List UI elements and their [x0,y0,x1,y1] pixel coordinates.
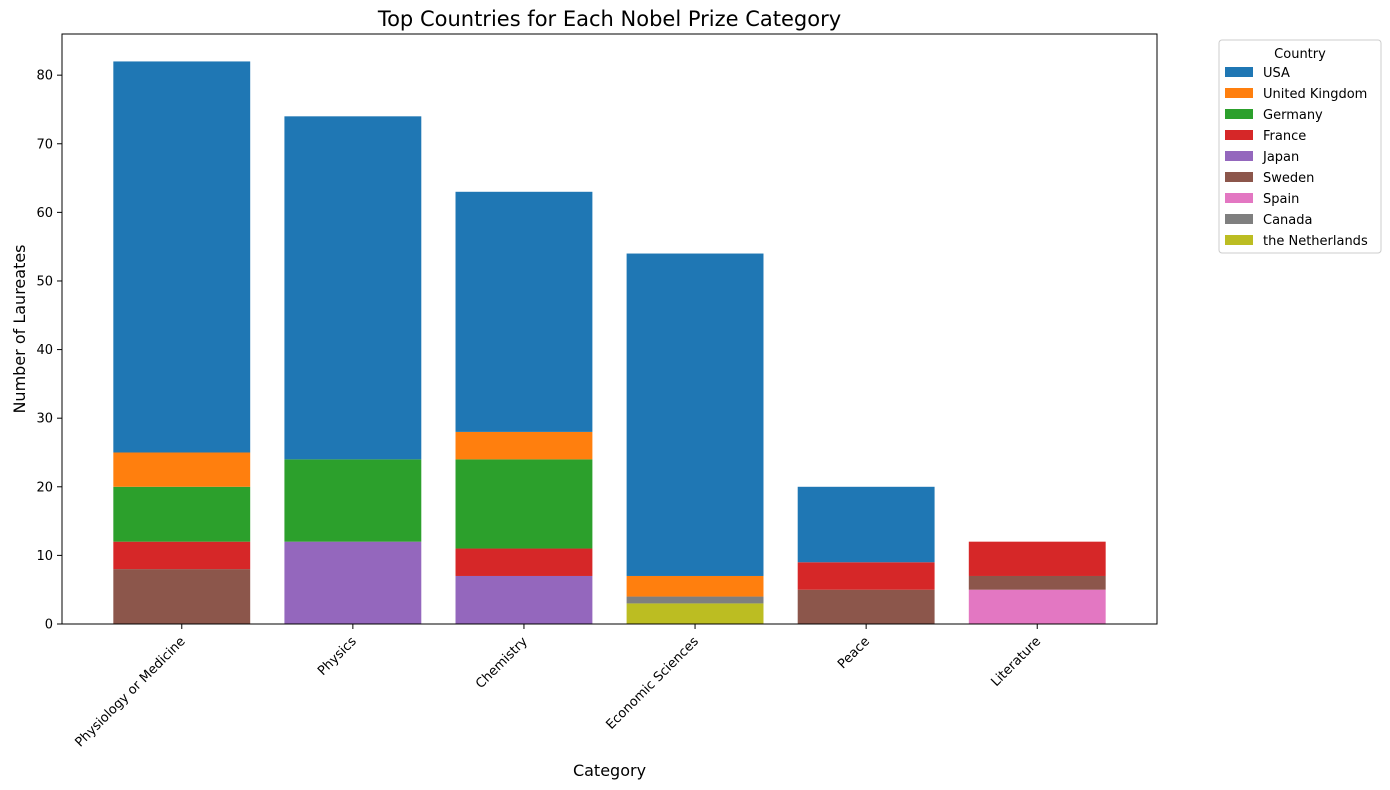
bar-sweden-literature [968,575,1106,590]
legend-title: Country [1274,47,1326,62]
bar-germany-physics [284,459,422,542]
legend-label: Germany [1263,108,1323,123]
bar-germany-physiology-or-medicine [113,486,251,542]
legend-label: Canada [1263,213,1312,228]
y-axis: 0 10 20 30 40 50 60 70 80 [36,69,62,633]
bar-japan-physics [284,541,422,624]
legend-label: Japan [1262,150,1299,165]
bar-usa-peace [797,486,935,563]
legend-label: Sweden [1263,171,1314,186]
bar-usa-chemistry [455,191,593,432]
y-tick-label: 80 [36,69,53,84]
legend-swatch [1225,67,1253,77]
x-tick-label: Chemistry [473,634,531,692]
legend-swatch [1225,88,1253,98]
plot-frame [61,33,1158,625]
legend: Country USA United Kingdom Germany France Jap… [1218,39,1382,254]
y-tick-label: 40 [36,343,53,358]
x-axis: Physiology or Medicine Physics Chemistry Ec… [72,624,1044,750]
x-tick-label: Economic Sciences [603,634,702,733]
y-tick-label: 60 [36,206,53,221]
bar-japan-chemistry [455,575,593,624]
legend-label: Spain [1263,192,1299,207]
x-tick-label: Peace [835,634,873,672]
legend-label: France [1263,129,1306,144]
y-tick-label: 0 [45,618,53,633]
legend-label: the Netherlands [1263,234,1368,249]
y-tick-label: 70 [36,137,53,152]
x-tick-label: Physics [315,634,360,679]
legend-swatch [1225,172,1253,182]
legend-swatch [1225,130,1253,140]
bar-france-literature [968,541,1106,576]
bars-layer [113,61,1106,624]
y-tick-label: 10 [36,549,53,564]
y-tick-label: 30 [36,412,53,427]
bar-the-netherlands-economic-sciences [626,603,764,624]
bar-usa-physics [284,116,422,460]
legend-swatch [1225,109,1253,119]
y-axis-title: Number of Laureates [10,244,29,413]
legend-swatch [1225,151,1253,161]
bar-spain-literature [968,589,1106,624]
bar-united-kingdom-chemistry [455,431,593,460]
x-axis-title: Category [573,761,646,780]
bar-canada-economic-sciences [626,596,764,604]
legend-swatch [1225,235,1253,245]
legend-label: USA [1263,66,1290,81]
legend-swatch [1225,214,1253,224]
bar-united-kingdom-physiology-or-medicine [113,452,251,487]
legend-box [1218,39,1382,254]
legend-swatch [1225,193,1253,203]
bar-usa-physiology-or-medicine [113,61,251,453]
bar-france-physiology-or-medicine [113,541,251,570]
legend-label: United Kingdom [1263,87,1367,102]
bar-germany-chemistry [455,459,593,549]
y-tick-label: 20 [36,480,53,495]
bar-france-peace [797,562,935,590]
x-tick-label: Physiology or Medicine [72,634,188,750]
bar-france-chemistry [455,548,593,576]
chart-title: Top Countries for Each Nobel Prize Categ… [377,7,841,31]
bar-sweden-physiology-or-medicine [113,569,251,624]
bar-united-kingdom-economic-sciences [626,575,764,597]
y-tick-label: 50 [36,274,53,289]
bar-sweden-peace [797,589,935,624]
x-tick-label: Literature [988,634,1044,690]
bar-usa-economic-sciences [626,253,764,576]
